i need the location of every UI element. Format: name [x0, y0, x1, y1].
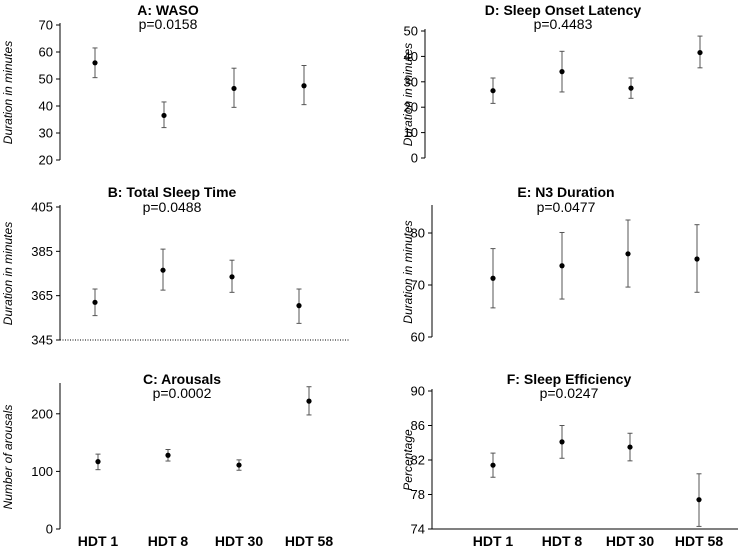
data-point — [490, 88, 496, 94]
y-tick-label: 100 — [31, 464, 53, 479]
y-tick-label: 40 — [404, 49, 418, 64]
p-value: p=0.0158 — [139, 16, 198, 32]
y-tick-label: 30 — [39, 126, 53, 141]
panel-title: F: Sleep Efficiency — [507, 371, 632, 387]
y-tick-label: 50 — [404, 24, 418, 39]
x-tick-label: HDT 58 — [675, 533, 723, 548]
panel-title: D: Sleep Onset Latency — [485, 2, 642, 18]
y-tick-label: 385 — [31, 244, 53, 259]
data-point — [231, 85, 237, 92]
y-tick-label: 60 — [39, 45, 53, 60]
data-point — [229, 274, 235, 280]
y-tick-label: 345 — [31, 333, 53, 348]
x-tick-label: HDT 30 — [215, 533, 263, 548]
y-tick-label: 78 — [411, 487, 425, 502]
data-point — [161, 112, 167, 119]
data-point — [92, 60, 98, 66]
data-point — [694, 256, 700, 262]
y-tick-label: 0 — [411, 151, 418, 166]
x-tick-label: HDT 58 — [285, 533, 333, 548]
y-axis-label: Duration in minutes — [1, 222, 15, 325]
y-tick-label: 90 — [411, 384, 425, 399]
p-value: p=0.0477 — [537, 199, 596, 215]
p-value: p=0.4483 — [534, 16, 593, 32]
data-point — [490, 275, 496, 281]
panel-title: A: WASO — [137, 2, 199, 18]
data-point — [490, 462, 496, 468]
x-tick-label: HDT 8 — [148, 533, 189, 548]
data-point — [165, 452, 171, 458]
y-tick-label: 60 — [411, 330, 425, 345]
y-tick-label: 20 — [404, 100, 418, 115]
y-tick-label: 10 — [404, 125, 418, 140]
panel-title: C: Arousals — [143, 371, 221, 387]
y-tick-label: 405 — [31, 200, 53, 215]
p-value: p=0.0488 — [143, 199, 202, 215]
x-tick-label: HDT 8 — [542, 533, 583, 548]
data-point — [296, 303, 302, 309]
y-tick-label: 200 — [31, 406, 53, 421]
data-point — [559, 263, 565, 269]
data-point — [95, 459, 101, 465]
x-tick-label: HDT 1 — [78, 533, 119, 548]
y-tick-label: 30 — [404, 74, 418, 89]
data-point — [625, 251, 631, 257]
x-tick-label: HDT 1 — [473, 533, 514, 548]
data-point — [559, 439, 565, 445]
y-tick-label: 82 — [411, 453, 425, 468]
data-point — [301, 83, 307, 89]
panel-title: B: Total Sleep Time — [108, 184, 237, 200]
y-tick-label: 0 — [46, 522, 53, 537]
y-tick-label: 80 — [411, 226, 425, 241]
panel-title: E: N3 Duration — [517, 184, 614, 200]
data-point — [92, 299, 98, 305]
x-tick-label: HDT 30 — [606, 533, 654, 548]
data-point — [628, 85, 634, 91]
y-axis-label: Percentage — [401, 429, 415, 491]
y-tick-label: 86 — [411, 418, 425, 433]
y-tick-label: 74 — [411, 522, 425, 537]
data-point — [627, 444, 633, 450]
y-tick-label: 365 — [31, 288, 53, 303]
y-tick-label: 70 — [39, 18, 53, 33]
y-tick-label: 70 — [411, 278, 425, 293]
data-point — [160, 267, 166, 273]
y-axis-label: Number of arousals — [1, 405, 15, 510]
y-axis-label: Duration in minutes — [401, 220, 415, 323]
y-tick-label: 20 — [39, 153, 53, 168]
y-tick-label: 40 — [39, 99, 53, 114]
p-value: p=0.0247 — [540, 385, 599, 401]
data-point — [697, 49, 703, 56]
y-tick-label: 50 — [39, 72, 53, 87]
data-point — [696, 497, 702, 503]
data-point — [559, 69, 565, 75]
y-axis-label: Duration in minutes — [1, 41, 15, 144]
data-point — [236, 462, 242, 468]
y-axis-label: Duration in minutes — [401, 43, 415, 146]
data-point — [306, 398, 312, 404]
p-value: p=0.0002 — [153, 385, 212, 401]
